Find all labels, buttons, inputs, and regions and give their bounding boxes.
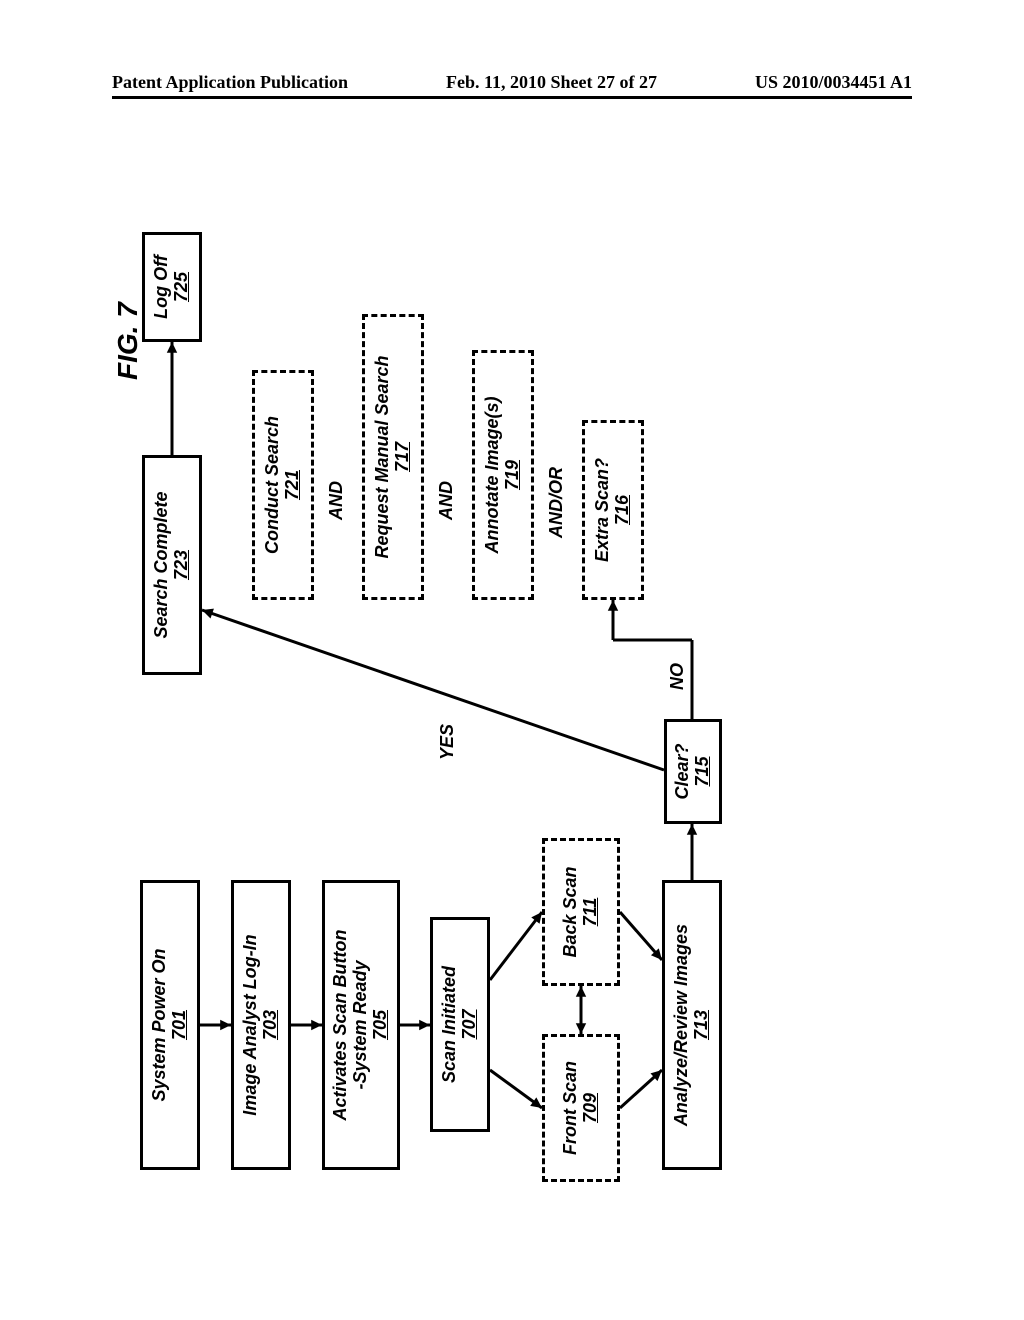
flow-box-701: System Power On701 <box>140 880 200 1170</box>
flow-box-715: Clear?715 <box>664 719 722 824</box>
flow-box-ref: 719 <box>503 460 523 490</box>
flow-box-label: Search Complete <box>152 491 172 638</box>
flow-box-label: Back Scan <box>561 866 581 957</box>
flow-box-ref: 715 <box>693 756 713 786</box>
flow-box-ref: 725 <box>172 272 192 302</box>
figure-title: FIG. 7 <box>112 302 144 380</box>
flow-box-label: -System Ready <box>351 960 371 1089</box>
page-header: Patent Application Publication Feb. 11, … <box>0 72 1024 93</box>
label-andor: AND/OR <box>546 467 567 538</box>
flow-box-ref: 723 <box>172 550 192 580</box>
flow-box-label: Extra Scan? <box>593 458 613 562</box>
flow-box-label: Analyze/Review Images <box>672 924 692 1126</box>
flow-box-723: Search Complete723 <box>142 455 202 675</box>
header-left: Patent Application Publication <box>112 72 348 93</box>
flow-box-719: Annotate Image(s)719 <box>472 350 534 600</box>
flow-box-ref: 707 <box>460 1009 480 1039</box>
flow-box-716: Extra Scan?716 <box>582 420 644 600</box>
flow-box-703: Image Analyst Log-In703 <box>231 880 291 1170</box>
header-right: US 2010/0034451 A1 <box>755 72 912 93</box>
header-rule <box>112 96 912 99</box>
flow-box-ref: 709 <box>581 1093 601 1123</box>
flow-box-721: Conduct Search721 <box>252 370 314 600</box>
flow-box-label: System Power On <box>150 948 170 1101</box>
flow-diagram: FIG. 7 YES NO AND AND AND/OR System Powe… <box>112 200 912 1200</box>
flow-box-label: Image Analyst Log-In <box>241 934 261 1115</box>
flow-box-ref: 711 <box>581 898 601 927</box>
flow-box-label: Activates Scan Button <box>331 929 351 1120</box>
flow-box-717: Request Manual Search717 <box>362 314 424 600</box>
flow-box-label: Front Scan <box>561 1061 581 1155</box>
flow-box-ref: 721 <box>283 470 303 500</box>
flow-box-713: Analyze/Review Images713 <box>662 880 722 1170</box>
label-yes: YES <box>437 724 458 760</box>
flow-box-label: Scan Initiated <box>440 966 460 1083</box>
flow-box-label: Annotate Image(s) <box>483 396 503 553</box>
flow-box-709: Front Scan709 <box>542 1034 620 1182</box>
flow-box-ref: 703 <box>261 1010 281 1040</box>
label-and2: AND <box>436 481 457 520</box>
header-center: Feb. 11, 2010 Sheet 27 of 27 <box>446 72 657 93</box>
flow-box-707: Scan Initiated707 <box>430 917 490 1132</box>
flow-box-label: Clear? <box>673 743 693 799</box>
flow-box-ref: 701 <box>170 1010 190 1040</box>
flow-box-label: Log Off <box>152 255 172 319</box>
flow-box-ref: 705 <box>371 1010 391 1040</box>
flow-box-ref: 717 <box>393 442 413 472</box>
flow-box-label: Request Manual Search <box>373 355 393 558</box>
flow-box-725: Log Off725 <box>142 232 202 342</box>
flow-box-ref: 716 <box>613 495 633 525</box>
label-no: NO <box>667 663 688 690</box>
flow-box-711: Back Scan711 <box>542 838 620 986</box>
flow-box-ref: 713 <box>692 1010 712 1040</box>
flow-box-705: Activates Scan Button-System Ready705 <box>322 880 400 1170</box>
diagram-stage: FIG. 7 YES NO AND AND AND/OR System Powe… <box>112 200 912 1200</box>
flow-box-label: Conduct Search <box>263 416 283 554</box>
label-and1: AND <box>326 481 347 520</box>
